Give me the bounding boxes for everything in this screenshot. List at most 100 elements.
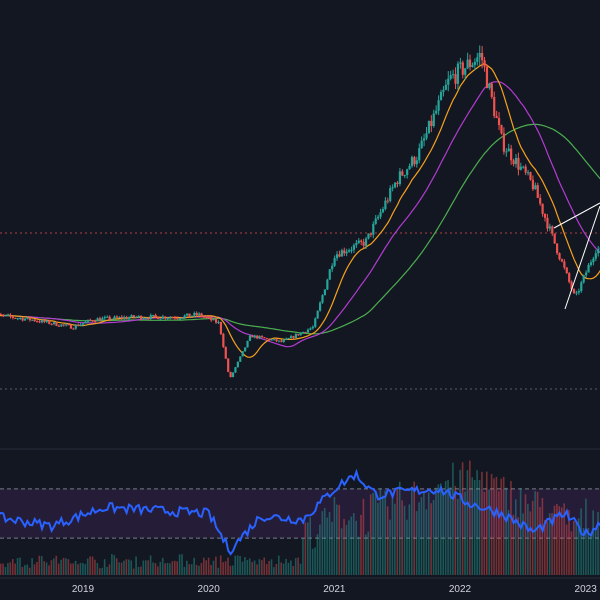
candle[interactable] bbox=[430, 120, 433, 127]
candle[interactable] bbox=[251, 335, 254, 338]
candle[interactable] bbox=[43, 319, 46, 322]
candle[interactable] bbox=[4, 315, 7, 317]
candle[interactable] bbox=[553, 233, 556, 244]
candle[interactable] bbox=[62, 324, 65, 326]
candle[interactable] bbox=[454, 74, 457, 84]
candle[interactable] bbox=[106, 316, 109, 318]
candle[interactable] bbox=[594, 253, 597, 259]
candle[interactable] bbox=[466, 59, 469, 69]
candle[interactable] bbox=[401, 171, 404, 176]
candle[interactable] bbox=[512, 160, 515, 165]
candle[interactable] bbox=[575, 292, 578, 294]
candle[interactable] bbox=[89, 319, 92, 321]
candle[interactable] bbox=[142, 318, 145, 320]
candle[interactable] bbox=[541, 203, 544, 214]
candle[interactable] bbox=[292, 336, 295, 338]
candle[interactable] bbox=[36, 321, 39, 323]
candle[interactable] bbox=[236, 361, 239, 368]
candle[interactable] bbox=[560, 259, 564, 262]
candle[interactable] bbox=[222, 333, 225, 347]
candle[interactable] bbox=[287, 338, 290, 340]
candle[interactable] bbox=[534, 185, 537, 190]
candle[interactable] bbox=[84, 321, 87, 324]
candle[interactable] bbox=[302, 331, 305, 333]
candle[interactable] bbox=[72, 328, 75, 330]
candle[interactable] bbox=[185, 313, 189, 316]
candle[interactable] bbox=[471, 64, 474, 68]
candle[interactable] bbox=[55, 322, 58, 326]
candle[interactable] bbox=[2, 314, 5, 316]
candle[interactable] bbox=[420, 140, 423, 149]
candle[interactable] bbox=[340, 250, 343, 257]
candle[interactable] bbox=[565, 267, 568, 274]
candle[interactable] bbox=[326, 279, 329, 290]
candle[interactable] bbox=[86, 319, 90, 322]
candle[interactable] bbox=[21, 317, 24, 321]
candle[interactable] bbox=[408, 166, 411, 170]
candle[interactable] bbox=[439, 91, 443, 101]
candle[interactable] bbox=[118, 316, 121, 318]
candle[interactable] bbox=[597, 249, 600, 254]
candle[interactable] bbox=[393, 182, 397, 188]
candle[interactable] bbox=[231, 372, 235, 378]
candle[interactable] bbox=[563, 261, 566, 268]
candle[interactable] bbox=[548, 226, 551, 229]
candle[interactable] bbox=[415, 160, 418, 165]
candle[interactable] bbox=[459, 62, 462, 64]
candle[interactable] bbox=[321, 295, 324, 303]
candle[interactable] bbox=[391, 187, 394, 189]
candle[interactable] bbox=[45, 320, 48, 322]
candle[interactable] bbox=[587, 264, 590, 273]
candle[interactable] bbox=[468, 59, 472, 68]
candle[interactable] bbox=[202, 316, 206, 318]
candle[interactable] bbox=[113, 316, 116, 319]
candle[interactable] bbox=[81, 323, 85, 325]
candle[interactable] bbox=[568, 273, 571, 282]
candle[interactable] bbox=[282, 340, 285, 342]
candle[interactable] bbox=[493, 96, 496, 117]
candle[interactable] bbox=[217, 322, 220, 324]
candle[interactable] bbox=[38, 321, 41, 323]
candle[interactable] bbox=[173, 317, 177, 319]
candle[interactable] bbox=[348, 250, 351, 252]
candle[interactable] bbox=[210, 317, 213, 321]
candle[interactable] bbox=[592, 258, 595, 263]
candle[interactable] bbox=[476, 57, 479, 62]
candle[interactable] bbox=[166, 318, 169, 320]
candle[interactable] bbox=[413, 157, 416, 165]
candle[interactable] bbox=[488, 83, 491, 89]
candle[interactable] bbox=[33, 319, 36, 322]
candle[interactable] bbox=[16, 318, 19, 320]
candle[interactable] bbox=[585, 272, 588, 276]
candle[interactable] bbox=[239, 356, 242, 362]
candle[interactable] bbox=[519, 166, 522, 170]
candle[interactable] bbox=[410, 157, 414, 167]
candle[interactable] bbox=[227, 358, 230, 372]
candle[interactable] bbox=[159, 318, 162, 320]
candle[interactable] bbox=[40, 319, 44, 323]
candle[interactable] bbox=[389, 188, 392, 201]
candle[interactable] bbox=[108, 316, 111, 320]
candle[interactable] bbox=[248, 335, 252, 341]
candle[interactable] bbox=[0, 314, 2, 316]
candle[interactable] bbox=[427, 120, 431, 134]
candle[interactable] bbox=[309, 328, 312, 330]
candle[interactable] bbox=[556, 243, 559, 254]
candle[interactable] bbox=[338, 254, 341, 257]
candle[interactable] bbox=[289, 336, 293, 339]
candle[interactable] bbox=[234, 367, 237, 373]
candle[interactable] bbox=[200, 313, 203, 317]
candle[interactable] bbox=[183, 315, 186, 318]
candle[interactable] bbox=[241, 351, 244, 357]
candle[interactable] bbox=[198, 313, 201, 315]
candle[interactable] bbox=[473, 61, 476, 65]
candle[interactable] bbox=[123, 317, 126, 319]
candle[interactable] bbox=[502, 133, 505, 152]
candle[interactable] bbox=[442, 89, 445, 92]
candle[interactable] bbox=[396, 182, 399, 184]
candle[interactable] bbox=[110, 318, 114, 320]
candle[interactable] bbox=[589, 262, 593, 265]
candle[interactable] bbox=[546, 217, 549, 229]
candle[interactable] bbox=[483, 60, 486, 67]
candle[interactable] bbox=[207, 317, 210, 319]
